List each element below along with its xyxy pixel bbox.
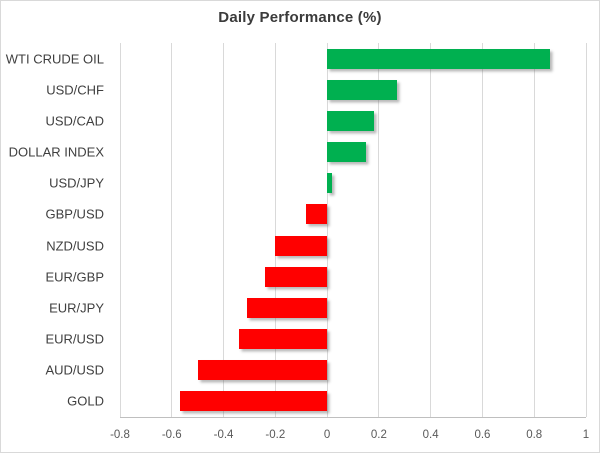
bar-usd-cad: [327, 110, 374, 131]
x-tick-label: -0.6: [161, 429, 182, 441]
gridline-x--0.8: [119, 43, 121, 417]
x-tick-label: -0.8: [110, 429, 130, 441]
gridline-x-0: [326, 43, 328, 417]
x-tick-label: 0.4: [422, 429, 439, 441]
x-tick-label: -0.2: [265, 429, 286, 441]
gridline-x-0.4: [430, 43, 432, 417]
gridline-x-0.6: [481, 43, 483, 417]
category-label: GBP/USD: [45, 206, 104, 222]
bar-aud-usd: [197, 360, 328, 381]
bar-usd-chf: [327, 79, 397, 100]
category-label: AUD/USD: [45, 362, 104, 378]
x-tick-label: 0.2: [370, 429, 387, 441]
x-axis-line: [120, 417, 586, 418]
x-tick-label: -0.4: [213, 429, 234, 441]
gridline-x--0.4: [223, 43, 225, 417]
gridline-x-0.8: [533, 43, 535, 417]
category-label: EUR/JPY: [49, 300, 104, 316]
category-label: EUR/GBP: [45, 269, 104, 285]
category-label: USD/CHF: [46, 82, 104, 98]
category-label: NZD/USD: [46, 238, 104, 254]
bar-eur-usd: [239, 329, 328, 350]
gridline-x--0.6: [171, 43, 173, 417]
bar-gold: [179, 391, 328, 412]
chart-title: Daily Performance (%): [218, 9, 382, 26]
x-tick-label: 1: [582, 429, 590, 441]
bar-nzd-usd: [275, 235, 328, 256]
category-label: GOLD: [67, 393, 104, 409]
category-label: WTI CRUDE OIL: [5, 51, 104, 67]
category-label: DOLLAR INDEX: [8, 144, 104, 160]
bar-gbp-usd: [306, 204, 328, 225]
gridline-x--0.2: [274, 43, 276, 417]
bar-usd-jpy: [327, 173, 333, 194]
x-tick-label: 0.8: [526, 429, 543, 441]
gridline-x-1: [585, 43, 587, 417]
category-label: EUR/USD: [45, 331, 104, 347]
category-label: USD/JPY: [49, 175, 104, 191]
plot-area: [119, 43, 587, 418]
x-tick-label: 0.6: [474, 429, 491, 441]
bar-eur-jpy: [246, 297, 328, 318]
bar-dollar-index: [327, 142, 366, 163]
bar-wti-crude-oil: [327, 48, 550, 69]
category-label: USD/CAD: [45, 113, 104, 129]
gridline-x-0.2: [378, 43, 380, 417]
x-tick-label: 0: [323, 429, 331, 441]
bar-eur-gbp: [264, 266, 328, 287]
